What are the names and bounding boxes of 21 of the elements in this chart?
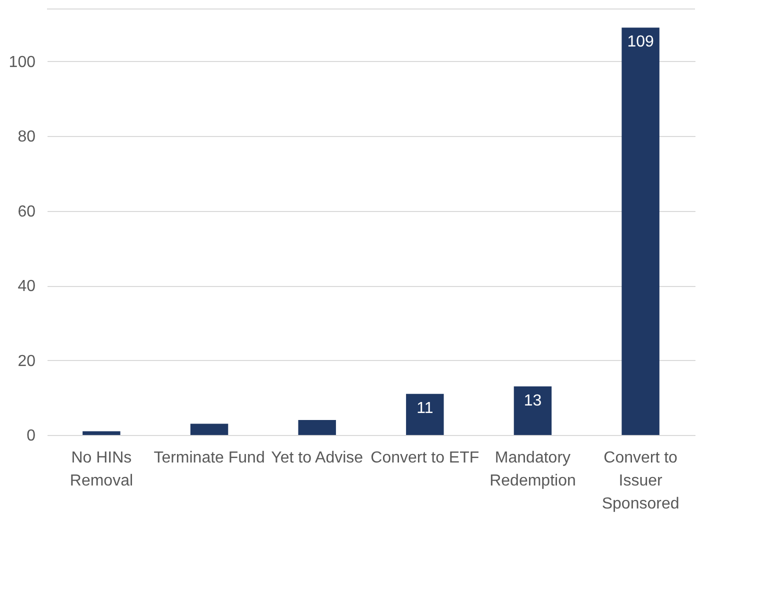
bar — [406, 394, 444, 435]
y-tick-label: 40 — [18, 278, 36, 296]
data-label: 13 — [524, 392, 542, 410]
x-tick-label: Terminate Fund — [154, 450, 265, 466]
x-tick-label: Yet to Advise — [271, 450, 364, 466]
x-tick-label: No HINs Removal — [70, 450, 134, 490]
y-tick-label: 100 — [8, 54, 36, 71]
bar — [514, 386, 552, 435]
y-tick-label: 0 — [26, 428, 36, 444]
bar — [298, 420, 336, 435]
bar — [190, 424, 228, 435]
bar — [622, 28, 660, 435]
x-tick-label: Convert to Issuer Sponsored — [602, 450, 680, 512]
bar — [82, 431, 120, 435]
y-tick-label: 80 — [18, 128, 36, 146]
y-tick-label: 60 — [18, 203, 36, 220]
y-tick-label: 20 — [18, 352, 36, 370]
data-label: 109 — [627, 34, 654, 51]
x-tick-label: Mandatory Redemption — [490, 450, 576, 490]
x-tick-label: Convert to ETF — [370, 450, 480, 466]
data-label: 11 — [416, 400, 434, 417]
